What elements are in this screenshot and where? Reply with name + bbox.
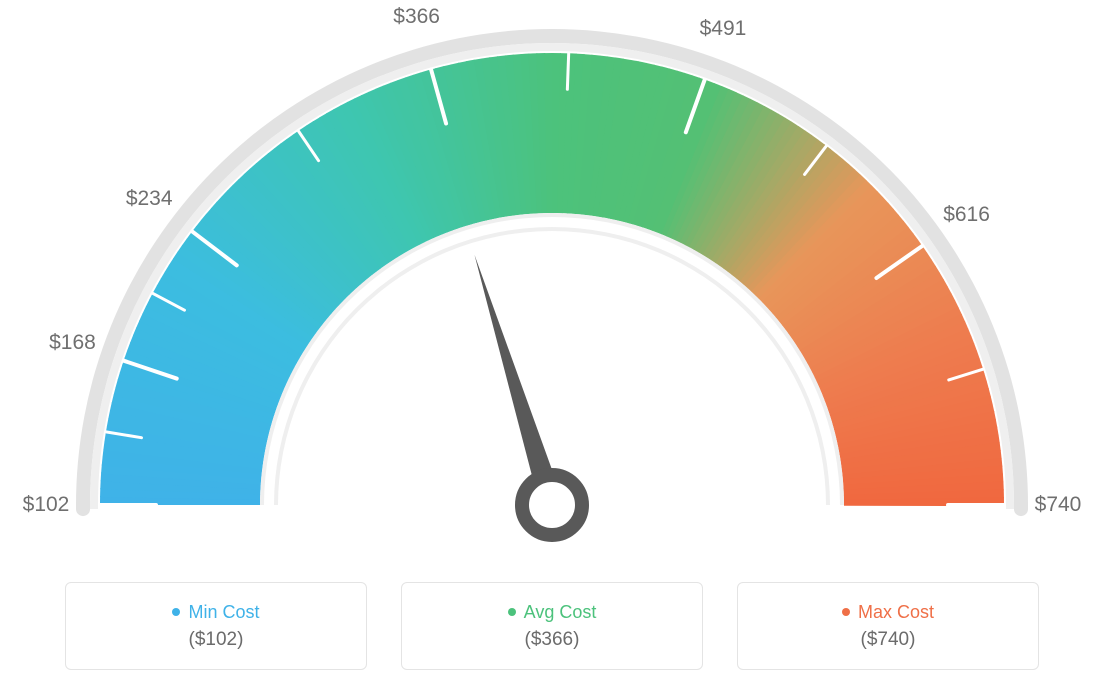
max-value: ($740) (861, 629, 916, 651)
avg-label: Avg Cost (524, 602, 597, 623)
avg-dot-icon (508, 608, 516, 616)
gauge-tick-label: $234 (126, 187, 173, 211)
gauge-tick-label: $366 (393, 5, 440, 29)
max-cost-card: Max Cost ($740) (737, 582, 1039, 670)
avg-value: ($366) (525, 629, 580, 651)
min-dot-icon (172, 608, 180, 616)
cost-gauge: $102 $168 $234 $366 $491 $616 $740 (0, 0, 1104, 560)
gauge-tick-label: $740 (1035, 493, 1082, 517)
gauge-tick-label: $491 (700, 17, 747, 41)
gauge-tick-label: $168 (49, 331, 96, 355)
gauge-tick-label: $102 (23, 493, 70, 517)
min-cost-card: Min Cost ($102) (65, 582, 367, 670)
gauge-tick-label: $616 (943, 203, 990, 227)
min-label: Min Cost (188, 602, 259, 623)
max-dot-icon (842, 608, 850, 616)
legend-row: Min Cost ($102) Avg Cost ($366) Max Cost… (0, 582, 1104, 670)
avg-cost-card: Avg Cost ($366) (401, 582, 703, 670)
max-label: Max Cost (858, 602, 934, 623)
min-value: ($102) (189, 629, 244, 651)
